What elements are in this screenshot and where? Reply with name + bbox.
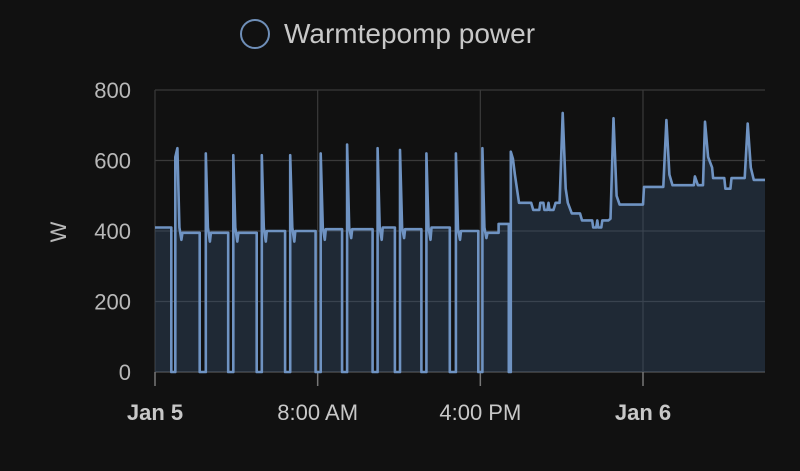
- y-tick-label: 600: [94, 149, 131, 174]
- y-tick-label: 800: [94, 78, 131, 103]
- x-tick-label: Jan 6: [615, 400, 671, 425]
- legend-swatch-icon: [240, 19, 270, 49]
- y-tick-label: 0: [119, 360, 131, 385]
- series-fill: [155, 112, 765, 373]
- legend-item[interactable]: Warmtepomp power: [240, 18, 535, 50]
- x-axis-ticks: Jan 5 8:00 AM 4:00 PM Jan 6: [127, 400, 671, 425]
- x-tick-label: 4:00 PM: [439, 400, 521, 425]
- y-axis-label: W: [46, 221, 71, 242]
- x-tick-label: Jan 5: [127, 400, 183, 425]
- y-axis-ticks: 0 200 400 600 800: [94, 78, 131, 385]
- series-area: [155, 111, 765, 374]
- series-line: [155, 111, 765, 374]
- x-tick-label: 8:00 AM: [277, 400, 358, 425]
- y-tick-label: 200: [94, 290, 131, 315]
- y-tick-label: 400: [94, 219, 131, 244]
- legend-label: Warmtepomp power: [284, 18, 536, 49]
